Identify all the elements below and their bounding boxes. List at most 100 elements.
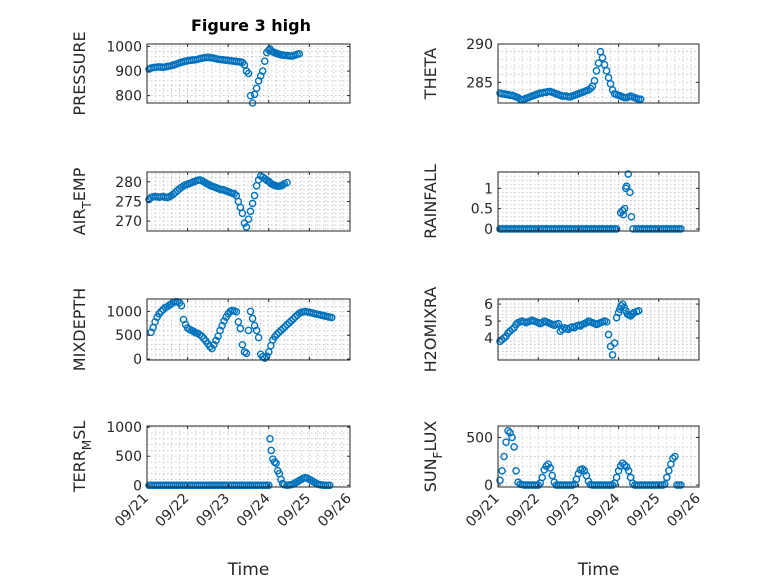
y-tick-label: 1000 <box>106 304 142 320</box>
y-tick-label: 0 <box>484 478 493 494</box>
subplot-sun-flux: 09/21 09/22 09/23 09/24 09/25 09/26 0 500 SUNFLU… <box>421 421 704 580</box>
data-point <box>238 340 247 349</box>
data-point <box>248 199 257 208</box>
data-point <box>608 86 617 94</box>
y-axis-label: THETA <box>421 48 440 100</box>
data-point <box>246 91 255 100</box>
y-axis-label-subscript: F <box>431 451 445 458</box>
y-axis-label-rest: LUX <box>421 421 440 452</box>
y-tick-label: 1 <box>484 181 493 197</box>
x-tick-label: 09/21 <box>463 491 503 531</box>
axes-background <box>497 298 700 361</box>
y-axis-label-main: H2OMIXRA <box>421 287 440 373</box>
axes-box <box>146 43 351 104</box>
data-point <box>279 324 287 333</box>
y-tick-label: 0 <box>133 352 142 368</box>
data-point <box>210 340 218 349</box>
y-tick-label: 1000 <box>106 420 142 436</box>
y-axis-label-rest: EMP <box>70 167 89 201</box>
data-point <box>246 307 255 316</box>
data-point <box>500 452 508 461</box>
subplot-theta: 285 290 THETA <box>421 37 700 104</box>
data-point <box>634 307 643 315</box>
data-point <box>264 481 273 490</box>
axes-box <box>497 298 700 361</box>
data-point <box>248 314 257 323</box>
y-tick-label: 500 <box>115 449 142 465</box>
data-point <box>242 349 251 358</box>
data-point <box>267 446 276 455</box>
data-point <box>578 465 587 473</box>
y-tick-label: 285 <box>466 75 493 91</box>
subplot-mixdepth: 0 500 1000 MIXDEPTH <box>70 288 351 371</box>
y-tick-label: 500 <box>466 430 493 446</box>
data-point <box>277 326 285 335</box>
y-tick-label: 280 <box>115 175 142 191</box>
data-point <box>538 473 547 482</box>
data-point <box>240 219 249 227</box>
y-axis-label: AIRTEMP <box>70 167 94 235</box>
y-tick-label: 290 <box>466 37 493 53</box>
data-point <box>285 319 293 327</box>
y-tick-label: 0 <box>484 222 493 238</box>
data-point <box>627 212 636 221</box>
data-point <box>289 315 297 323</box>
data-point <box>669 454 677 463</box>
y-axis-label-subscript: T <box>80 201 94 210</box>
data-point <box>238 209 247 218</box>
data-point <box>236 324 245 333</box>
y-axis-label-main: SUN <box>421 458 440 492</box>
data-point <box>622 182 631 191</box>
data-point <box>244 69 253 78</box>
figure-title: Figure 3 high <box>191 16 311 35</box>
y-axis-label-main: AIR <box>70 209 89 236</box>
y-tick-label: 6 <box>484 297 493 313</box>
y-tick-label: 800 <box>115 89 142 105</box>
data-point <box>548 471 557 480</box>
y-axis-label: H2OMIXRA <box>421 287 440 373</box>
data-point <box>262 352 271 360</box>
y-axis-label-rest: SL <box>70 421 89 440</box>
data-point <box>502 438 510 447</box>
data-point <box>208 344 216 353</box>
data-point <box>624 466 633 475</box>
data-point <box>206 342 214 351</box>
data-point <box>610 339 619 347</box>
data-point <box>574 469 583 478</box>
data-point <box>295 50 304 58</box>
data-point <box>234 318 243 326</box>
y-tick-label: 270 <box>115 214 142 230</box>
x-axis-label: Time <box>577 560 620 580</box>
data-point <box>598 53 607 62</box>
y-tick-label: 5 <box>484 314 493 330</box>
data-point <box>665 466 673 475</box>
data-point <box>498 466 506 475</box>
data-point <box>260 57 269 66</box>
y-tick-label: 0.5 <box>471 202 493 218</box>
y-axis-label-main: TERR <box>70 450 89 493</box>
data-point <box>612 473 621 482</box>
data-point <box>230 189 239 198</box>
y-tick-label: 500 <box>115 328 142 344</box>
axes-box <box>497 43 700 104</box>
y-tick-label: 1000 <box>106 39 142 55</box>
data-point <box>177 301 186 310</box>
x-tick-label: 09/23 <box>543 491 583 531</box>
axes-background <box>497 171 700 232</box>
data-point <box>620 461 629 469</box>
data-point <box>608 351 617 359</box>
data-point <box>275 328 283 337</box>
y-tick-label: 4 <box>484 331 493 347</box>
data-point <box>325 481 334 490</box>
data-point <box>534 481 543 489</box>
data-point <box>260 354 269 362</box>
data-point <box>281 322 289 331</box>
data-point <box>636 95 645 103</box>
data-point <box>626 188 634 197</box>
data-point <box>283 178 291 187</box>
y-tick-label: 0 <box>133 478 142 494</box>
data-point <box>671 452 679 461</box>
y-tick-label: 275 <box>115 195 142 211</box>
